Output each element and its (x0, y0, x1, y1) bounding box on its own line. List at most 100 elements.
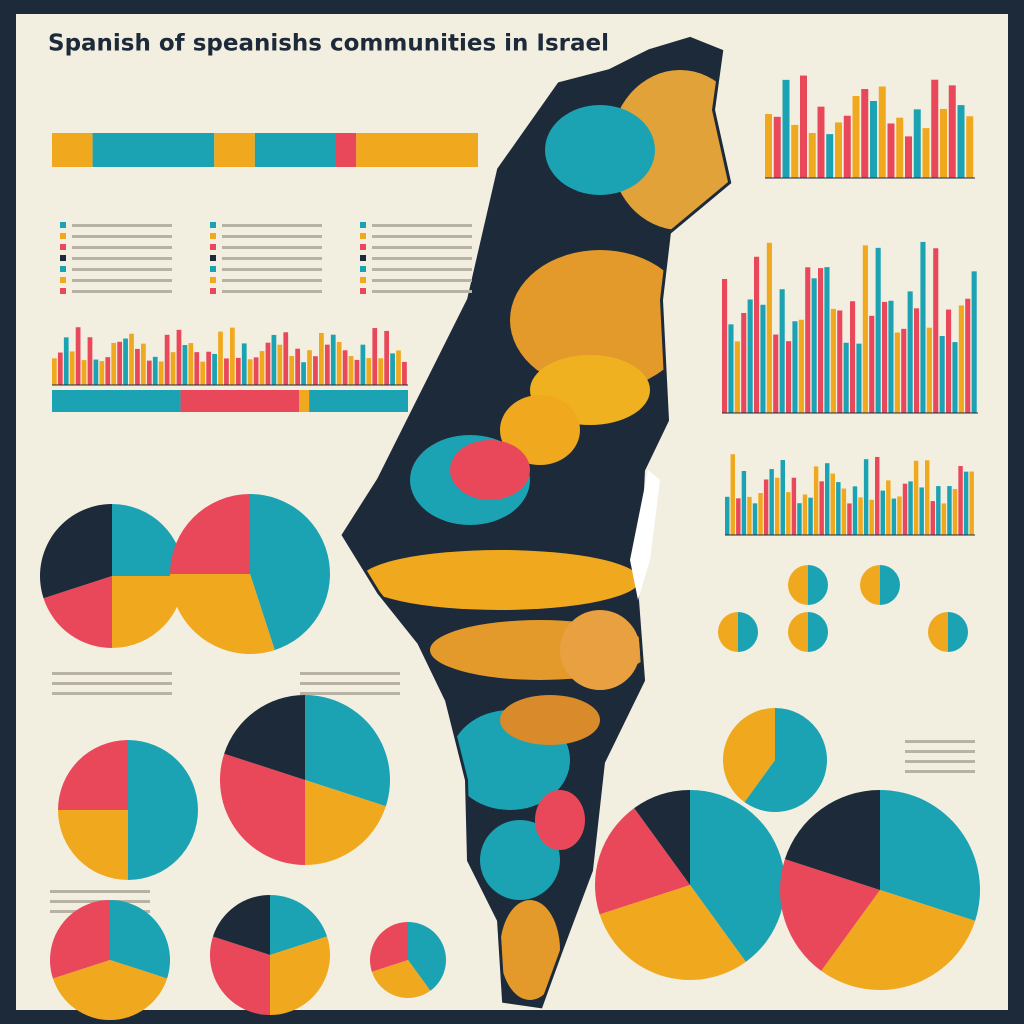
legend-swatch (360, 244, 366, 250)
decor-bar (758, 493, 763, 535)
decor-bar (330, 334, 336, 385)
decor-strip (52, 390, 181, 412)
decor-bar (936, 486, 941, 535)
decor-slice (948, 612, 968, 652)
decor-bar (57, 352, 63, 385)
decor-bar (856, 343, 862, 413)
decor-bar (117, 341, 123, 385)
decor-bar (800, 75, 807, 178)
decor-bar (958, 305, 964, 413)
legend-swatch (210, 255, 216, 261)
decor-bar (728, 324, 734, 413)
decor-bar (826, 134, 834, 178)
decor-slice (58, 810, 128, 880)
decor-bar (734, 341, 740, 413)
decor-bar (241, 343, 247, 385)
decor-bar (958, 466, 963, 535)
decor-bar (808, 497, 813, 535)
decor-bar (69, 351, 75, 385)
decor-text (72, 235, 172, 238)
decor-bar (760, 304, 766, 413)
decor-bar (963, 471, 969, 535)
decor-slice (220, 753, 305, 865)
region (360, 550, 640, 610)
decor-bar (875, 456, 880, 535)
legend-swatch (360, 255, 366, 261)
decor-bar (878, 86, 886, 178)
decor-strip (336, 133, 357, 167)
decor-slice (170, 494, 250, 574)
sea (630, 470, 660, 600)
decor-strip (92, 133, 215, 167)
decor-slice (305, 780, 386, 865)
region (560, 610, 640, 690)
decor-pie (788, 565, 828, 605)
decor-slice (690, 790, 786, 962)
decor-bar (897, 496, 902, 535)
decor-bar (773, 116, 781, 178)
decor-text (52, 692, 172, 695)
decor-slice (718, 612, 738, 652)
decor-text (372, 290, 472, 293)
decor-bar (946, 309, 952, 413)
decor-bar (875, 247, 881, 413)
decor-slice (270, 895, 328, 955)
decor-bar (752, 503, 758, 535)
decor-bar (396, 350, 401, 385)
decor-bar (841, 488, 847, 535)
decor-bar (194, 352, 200, 385)
decor-slice (112, 576, 184, 648)
decor-bar (965, 298, 971, 413)
decor-slice (860, 565, 880, 605)
decor-text (300, 692, 400, 695)
decor-bar (894, 332, 900, 413)
decor-slice (821, 890, 976, 990)
decor-text (372, 246, 472, 249)
decor-bar (852, 486, 858, 535)
decor-text (222, 268, 322, 271)
decor-text (372, 268, 472, 271)
decor-bar (741, 470, 747, 535)
decor-bar (111, 342, 117, 385)
decor-bar (957, 105, 965, 178)
decor-bar (908, 481, 913, 535)
legend-swatch (360, 233, 366, 239)
decor-bar (940, 108, 947, 178)
decor-slice (112, 504, 184, 576)
region (535, 790, 585, 850)
decor-strip (214, 133, 255, 167)
decor-slice (744, 708, 828, 813)
decor-pie (220, 695, 390, 865)
decor-bar (152, 356, 158, 385)
decor-bar (372, 328, 378, 385)
decor-slice (788, 612, 808, 652)
decor-bar (289, 355, 295, 385)
decor-bar (847, 503, 852, 535)
decor-bar (354, 359, 360, 385)
legend-swatch (210, 244, 216, 250)
decor-bar (378, 358, 384, 385)
decor-bar (948, 85, 956, 178)
decor-bar (763, 479, 769, 535)
decor-bar (105, 357, 111, 385)
decor-text (905, 750, 975, 753)
decor-bar (888, 300, 894, 413)
decor-bar (135, 348, 140, 385)
decor-bar (952, 489, 958, 535)
decor-slice (808, 565, 828, 605)
decor-pie (49, 900, 170, 1020)
decor-slice (49, 900, 110, 979)
decor-text (222, 279, 322, 282)
decor-bar (402, 361, 407, 385)
decor-strip (299, 390, 310, 412)
legend-swatch (360, 266, 366, 272)
decor-bar (971, 271, 977, 413)
decor-bar (348, 356, 354, 385)
decor-bar (212, 353, 217, 385)
decor-bar (779, 289, 785, 413)
decor-slice (58, 740, 128, 810)
decor-pie (39, 504, 184, 648)
decor-bar (913, 460, 919, 535)
decor-bar (218, 331, 223, 385)
decor-text (300, 672, 400, 675)
